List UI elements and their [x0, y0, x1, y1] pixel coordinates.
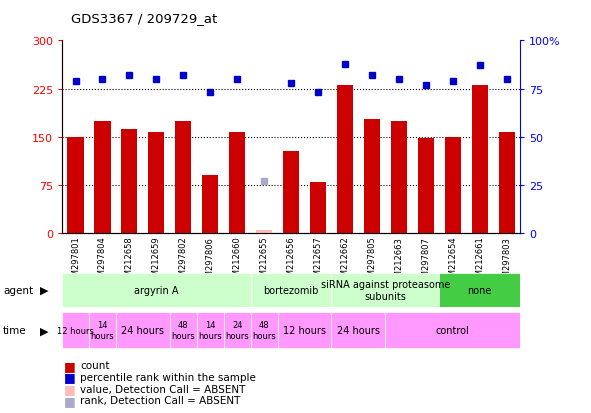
Text: value, Detection Call = ABSENT: value, Detection Call = ABSENT: [80, 384, 246, 394]
Bar: [283, 152, 299, 233]
Bar: [278, 313, 332, 348]
Text: 12 hours: 12 hours: [57, 326, 94, 335]
Bar: [224, 313, 251, 348]
Text: ▶: ▶: [40, 325, 48, 335]
Text: bortezomib: bortezomib: [264, 285, 319, 295]
Bar: [418, 139, 434, 233]
Bar: [202, 176, 218, 233]
Bar: [251, 313, 278, 348]
Bar: [472, 86, 488, 233]
Text: 48
hours: 48 hours: [252, 321, 276, 340]
Bar: [251, 273, 332, 307]
Bar: [499, 132, 515, 233]
Bar: [444, 137, 461, 233]
Text: 12 hours: 12 hours: [283, 325, 326, 335]
Bar: [256, 230, 272, 233]
Bar: [148, 132, 164, 233]
Text: ■: ■: [64, 394, 76, 407]
Bar: [197, 313, 224, 348]
Text: GDS3367 / 209729_at: GDS3367 / 209729_at: [71, 12, 217, 25]
Text: time: time: [3, 325, 27, 335]
Text: percentile rank within the sample: percentile rank within the sample: [80, 372, 256, 382]
Text: ■: ■: [64, 370, 76, 384]
Text: 14
hours: 14 hours: [199, 321, 222, 340]
Text: 24 hours: 24 hours: [121, 325, 164, 335]
Bar: [391, 121, 407, 233]
Text: control: control: [436, 325, 470, 335]
Bar: [337, 86, 353, 233]
Text: 14
hours: 14 hours: [90, 321, 114, 340]
Bar: [332, 313, 385, 348]
Text: siRNA against proteasome
subunits: siRNA against proteasome subunits: [321, 279, 450, 301]
Bar: [170, 313, 197, 348]
Bar: [62, 313, 89, 348]
Bar: [310, 182, 326, 233]
Bar: [332, 273, 439, 307]
Bar: [62, 273, 251, 307]
Bar: [229, 132, 245, 233]
Text: 48
hours: 48 hours: [171, 321, 195, 340]
Text: 24 hours: 24 hours: [337, 325, 380, 335]
Text: ■: ■: [64, 359, 76, 372]
Bar: [121, 130, 138, 233]
Bar: [385, 313, 520, 348]
Bar: [95, 121, 111, 233]
Text: agent: agent: [3, 285, 33, 295]
Text: count: count: [80, 361, 110, 370]
Bar: [175, 121, 191, 233]
Bar: [116, 313, 170, 348]
Bar: [89, 313, 116, 348]
Text: ■: ■: [64, 382, 76, 395]
Bar: [67, 137, 83, 233]
Bar: [439, 273, 520, 307]
Text: none: none: [467, 285, 492, 295]
Text: rank, Detection Call = ABSENT: rank, Detection Call = ABSENT: [80, 395, 241, 405]
Text: argyrin A: argyrin A: [134, 285, 178, 295]
Text: ▶: ▶: [40, 285, 48, 295]
Bar: [364, 119, 380, 233]
Text: 24
hours: 24 hours: [225, 321, 249, 340]
